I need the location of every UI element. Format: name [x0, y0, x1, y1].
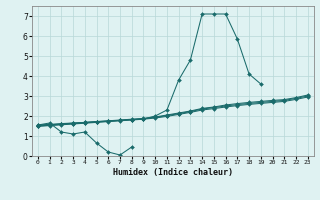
- X-axis label: Humidex (Indice chaleur): Humidex (Indice chaleur): [113, 168, 233, 177]
